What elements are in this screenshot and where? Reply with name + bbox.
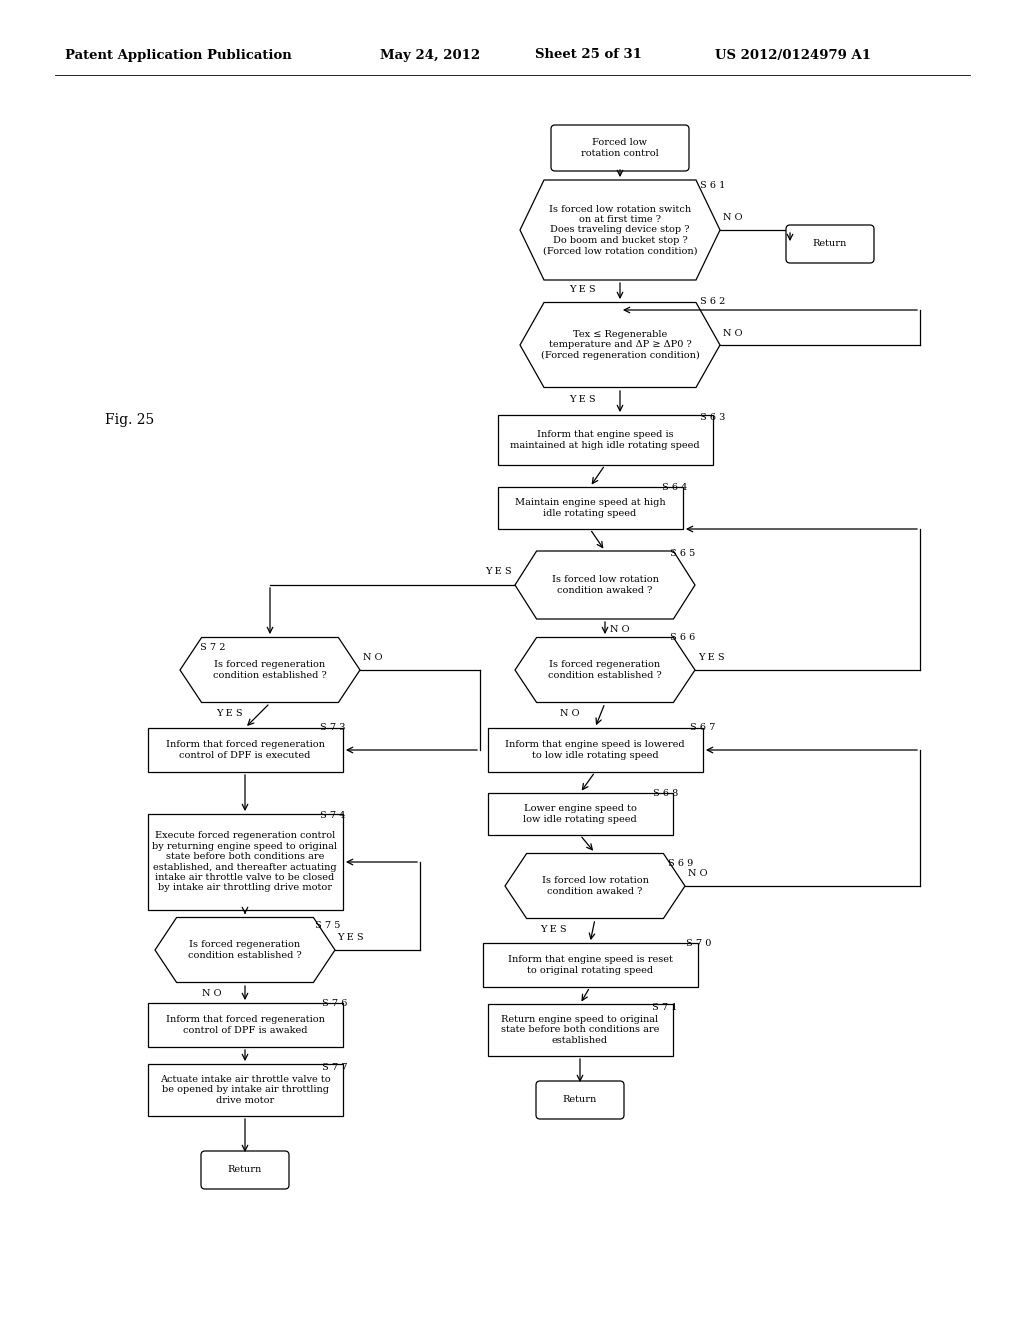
Text: S 7 3: S 7 3 (319, 723, 345, 733)
FancyBboxPatch shape (201, 1151, 289, 1189)
Text: Y E S: Y E S (485, 568, 512, 577)
Text: S 6 1: S 6 1 (700, 181, 725, 190)
Text: N O: N O (688, 870, 708, 879)
Text: S 6 9: S 6 9 (668, 859, 693, 869)
Text: N O: N O (560, 710, 580, 718)
Text: Return engine speed to original
state before both conditions are
established: Return engine speed to original state be… (501, 1015, 659, 1045)
Text: Inform that engine speed is reset
to original rotating speed: Inform that engine speed is reset to ori… (508, 956, 673, 974)
Text: N O: N O (723, 329, 742, 338)
Text: S 6 6: S 6 6 (670, 632, 695, 642)
Text: May 24, 2012: May 24, 2012 (380, 49, 480, 62)
Text: S 7 4: S 7 4 (319, 812, 345, 821)
Text: Tex ≤ Regenerable
temperature and ΔP ≥ ΔP0 ?
(Forced regeneration condition): Tex ≤ Regenerable temperature and ΔP ≥ Δ… (541, 330, 699, 360)
Text: S 7 5: S 7 5 (315, 921, 340, 931)
Text: S 6 7: S 6 7 (690, 723, 716, 733)
Text: S 7 0: S 7 0 (686, 939, 712, 948)
Text: Inform that engine speed is lowered
to low idle rotating speed: Inform that engine speed is lowered to l… (505, 741, 685, 760)
Text: S 6 8: S 6 8 (653, 788, 678, 797)
Polygon shape (515, 638, 695, 702)
Text: N O: N O (723, 214, 742, 223)
Text: Inform that forced regeneration
control of DPF is awaked: Inform that forced regeneration control … (166, 1015, 325, 1035)
Text: Return: Return (228, 1166, 262, 1175)
Text: N O: N O (203, 990, 222, 998)
Text: S 6 3: S 6 3 (700, 412, 725, 421)
Text: S 7 7: S 7 7 (322, 1064, 347, 1072)
Bar (487, 793, 673, 836)
Text: Y E S: Y E S (216, 710, 243, 718)
Bar (147, 729, 342, 772)
FancyBboxPatch shape (536, 1081, 624, 1119)
Bar (498, 414, 713, 465)
Text: N O: N O (610, 626, 630, 635)
Text: Y E S: Y E S (569, 396, 596, 404)
Text: Actuate intake air throttle valve to
be opened by intake air throttling
drive mo: Actuate intake air throttle valve to be … (160, 1074, 331, 1105)
Text: S 7 1: S 7 1 (652, 1002, 678, 1011)
Polygon shape (520, 180, 720, 280)
Text: Y E S: Y E S (541, 925, 567, 935)
Text: Y E S: Y E S (569, 285, 596, 294)
Text: Is forced low rotation
condition awaked ?: Is forced low rotation condition awaked … (542, 876, 648, 896)
Text: Return: Return (813, 239, 847, 248)
Bar (482, 942, 697, 987)
Text: Execute forced regeneration control
by returning engine speed to original
state : Execute forced regeneration control by r… (153, 832, 338, 892)
Text: Y E S: Y E S (698, 653, 725, 663)
Polygon shape (515, 550, 695, 619)
Text: Is forced low rotation
condition awaked ?: Is forced low rotation condition awaked … (552, 576, 658, 595)
Text: Forced low
rotation control: Forced low rotation control (582, 139, 658, 157)
Text: N O: N O (362, 653, 383, 663)
FancyBboxPatch shape (551, 125, 689, 172)
Text: Y E S: Y E S (337, 933, 364, 942)
Text: S 6 5: S 6 5 (670, 549, 695, 557)
Text: Return: Return (563, 1096, 597, 1105)
Text: Patent Application Publication: Patent Application Publication (65, 49, 292, 62)
Text: Is forced regeneration
condition established ?: Is forced regeneration condition establi… (548, 660, 662, 680)
Text: S 7 2: S 7 2 (200, 644, 225, 652)
Text: S 6 4: S 6 4 (662, 483, 687, 491)
Bar (498, 487, 683, 529)
Bar (487, 729, 702, 772)
Bar (147, 814, 342, 909)
Text: Lower engine speed to
low idle rotating speed: Lower engine speed to low idle rotating … (523, 804, 637, 824)
Text: Is forced regeneration
condition established ?: Is forced regeneration condition establi… (188, 940, 302, 960)
Polygon shape (520, 302, 720, 388)
Polygon shape (180, 638, 360, 702)
Text: Maintain engine speed at high
idle rotating speed: Maintain engine speed at high idle rotat… (515, 498, 666, 517)
Bar (487, 1005, 673, 1056)
Text: S 7 6: S 7 6 (322, 999, 347, 1008)
FancyBboxPatch shape (786, 224, 874, 263)
Text: Sheet 25 of 31: Sheet 25 of 31 (535, 49, 642, 62)
Polygon shape (155, 917, 335, 982)
Text: US 2012/0124979 A1: US 2012/0124979 A1 (715, 49, 871, 62)
Bar (147, 1064, 342, 1115)
Text: Fig. 25: Fig. 25 (105, 413, 155, 426)
Text: Is forced low rotation switch
on at first time ?
Does traveling device stop ?
Do: Is forced low rotation switch on at firs… (543, 205, 697, 255)
Polygon shape (505, 854, 685, 919)
Text: Inform that engine speed is
maintained at high idle rotating speed: Inform that engine speed is maintained a… (510, 430, 699, 450)
Bar (147, 1003, 342, 1047)
Text: S 6 2: S 6 2 (700, 297, 725, 306)
Text: Inform that forced regeneration
control of DPF is executed: Inform that forced regeneration control … (166, 741, 325, 760)
Text: Is forced regeneration
condition established ?: Is forced regeneration condition establi… (213, 660, 327, 680)
